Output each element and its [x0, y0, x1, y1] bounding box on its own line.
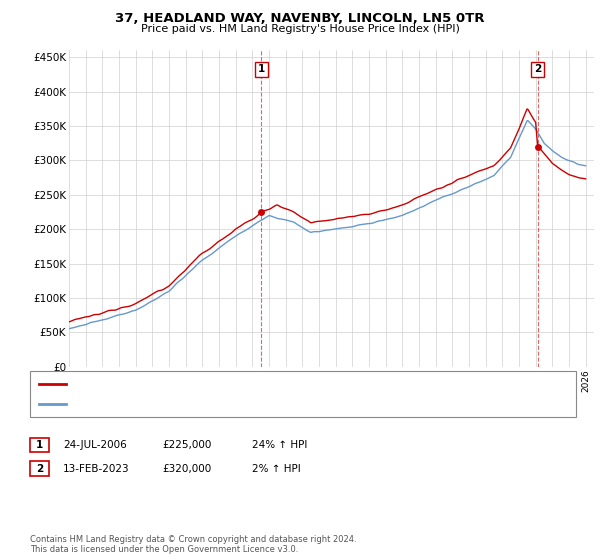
Text: 1: 1 [36, 440, 43, 450]
Text: 37, HEADLAND WAY, NAVENBY, LINCOLN, LN5 0TR (detached house): 37, HEADLAND WAY, NAVENBY, LINCOLN, LN5 … [71, 379, 406, 389]
Text: £225,000: £225,000 [162, 440, 211, 450]
Text: 24% ↑ HPI: 24% ↑ HPI [252, 440, 307, 450]
Text: 24-JUL-2006: 24-JUL-2006 [63, 440, 127, 450]
Text: Price paid vs. HM Land Registry's House Price Index (HPI): Price paid vs. HM Land Registry's House … [140, 24, 460, 34]
Text: Contains HM Land Registry data © Crown copyright and database right 2024.
This d: Contains HM Land Registry data © Crown c… [30, 535, 356, 554]
Text: 2: 2 [534, 64, 541, 74]
Text: £320,000: £320,000 [162, 464, 211, 474]
Text: 37, HEADLAND WAY, NAVENBY, LINCOLN, LN5 0TR: 37, HEADLAND WAY, NAVENBY, LINCOLN, LN5 … [115, 12, 485, 25]
Text: 13-FEB-2023: 13-FEB-2023 [63, 464, 130, 474]
Text: HPI: Average price, detached house, North Kesteven: HPI: Average price, detached house, Nort… [71, 399, 327, 409]
Text: 2% ↑ HPI: 2% ↑ HPI [252, 464, 301, 474]
Text: 1: 1 [258, 64, 265, 74]
Text: 2: 2 [36, 464, 43, 474]
